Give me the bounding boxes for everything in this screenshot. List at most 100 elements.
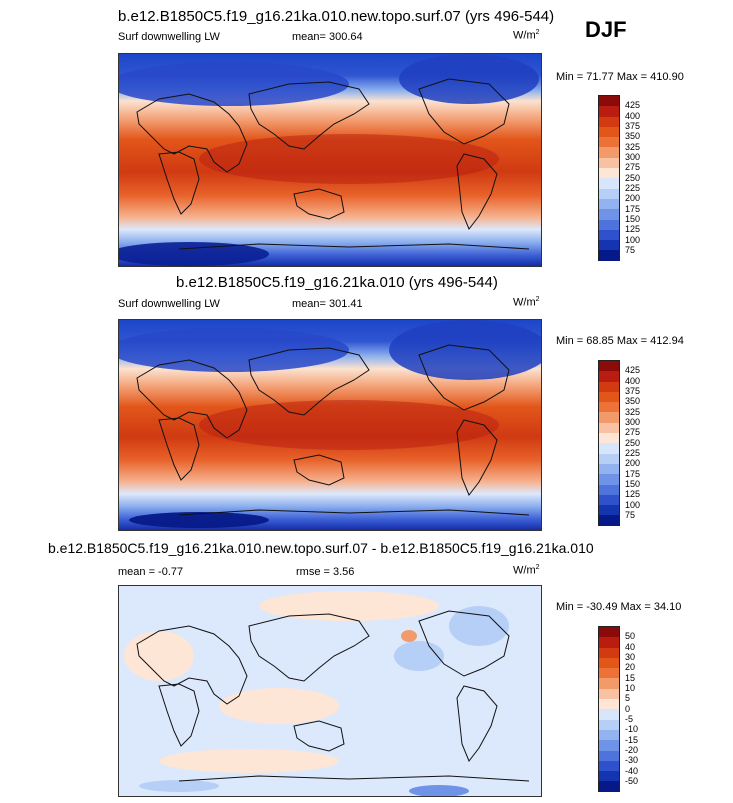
panel2-colorbar-label: 300 [625,417,641,427]
colorbar-swatch [599,443,619,454]
colorbar-swatch [599,219,619,230]
panel3-colorbar [598,626,620,792]
colorbar-swatch [599,402,619,413]
colorbar-swatch [599,484,619,495]
panel3-colorbar-label: -15 [625,735,639,745]
panel3-colorbar-label: 10 [625,683,636,693]
panel1-colorbar-label: 350 [625,131,641,141]
colorbar-swatch [599,505,619,516]
panel3-colorbar-label: 0 [625,704,631,714]
colorbar-swatch [599,699,619,710]
panel1-colorbar-label: 75 [625,245,636,255]
panel3-units: W/m2 [513,564,540,577]
panel1-units: W/m2 [513,29,540,42]
panel3-colorbar-label: -20 [625,745,639,755]
colorbar-swatch [599,515,619,526]
colorbar-swatch [599,760,619,772]
panel2-colorbar-label: 325 [625,407,641,417]
panel2-colorbar-label: 375 [625,386,641,396]
panel3-colorbar-label: 15 [625,673,636,683]
panel2-colorbar-label: 275 [625,427,641,437]
panel1-colorbar-label: 400 [625,111,641,121]
panel3-colorbar-label: 20 [625,662,636,672]
colorbar-swatch [599,229,619,241]
colorbar-swatch [599,137,619,148]
colorbar-swatch [599,668,619,679]
panel1-colorbar-label: 200 [625,193,641,203]
panel1-colorbar [598,95,620,261]
colorbar-swatch [599,178,619,189]
panel1-colorbar-label: 275 [625,162,641,172]
panel1-colorbar-label: 125 [625,224,641,234]
panel1-colorbar-label: 425 [625,100,641,110]
panel1-variable: Surf downwelling LW [118,31,220,43]
colorbar-swatch [599,147,619,158]
panel1-colorbar-label: 375 [625,121,641,131]
panel2-title: b.e12.B1850C5.f19_g16.21ka.010 (yrs 496-… [176,274,498,291]
panel3-colorbar-label: 5 [625,693,631,703]
panel2-mean: mean= 301.41 [292,298,363,310]
panel2-minmax: Min = 68.85 Max = 412.94 [556,335,684,347]
colorbar-swatch [599,647,619,658]
colorbar-swatch [599,412,619,423]
panel2-colorbar [598,360,620,526]
colorbar-swatch [599,433,619,444]
colorbar-swatch [599,750,619,761]
panel2-colorbar-label: 100 [625,500,641,510]
colorbar-swatch [599,209,619,220]
panel1-map-field [119,54,541,266]
colorbar-swatch [599,688,619,700]
panel1-colorbar-label: 150 [625,214,641,224]
colorbar-swatch [599,627,619,638]
colorbar-swatch [599,361,619,372]
panel3-colorbar-label: 30 [625,652,636,662]
panel3-map-field [119,586,541,796]
colorbar-swatch [599,678,619,689]
colorbar-swatch [599,657,619,669]
colorbar-swatch [599,381,619,392]
panel2-colorbar-label: 400 [625,376,641,386]
panel1-colorbar-label: 175 [625,204,641,214]
colorbar-swatch [599,391,619,403]
colorbar-swatch [599,422,619,434]
panel1-map [118,53,542,267]
panel3-colorbar-label: -5 [625,714,634,724]
panel3-mean: mean = -0.77 [118,566,184,578]
panel2-colorbar-label: 225 [625,448,641,458]
panel2-colorbar-label: 125 [625,489,641,499]
colorbar-swatch [599,188,619,199]
panel3-colorbar-label: -10 [625,724,639,734]
panel1-mean: mean= 300.64 [292,31,363,43]
panel2-colorbar-label: 175 [625,469,641,479]
panel2-colorbar-label: 425 [625,365,641,375]
colorbar-swatch [599,781,619,792]
panel1-colorbar-label: 100 [625,235,641,245]
colorbar-swatch [599,240,619,251]
colorbar-swatch [599,96,619,107]
panel1-colorbar-label: 250 [625,173,641,183]
colorbar-swatch [599,198,619,210]
panel3-minmax: Min = -30.49 Max = 34.10 [556,601,682,613]
colorbar-swatch [599,126,619,138]
colorbar-swatch [599,250,619,261]
season-label: DJF [585,17,627,42]
panel3-title: b.e12.B1850C5.f19_g16.21ka.010.new.topo.… [48,540,594,556]
panel2-units: W/m2 [513,296,540,309]
panel3-map [118,585,542,797]
panel1-colorbar-label: 300 [625,152,641,162]
panel2-variable: Surf downwelling LW [118,298,220,310]
panel2-map [118,319,542,531]
colorbar-swatch [599,106,619,117]
colorbar-swatch [599,771,619,782]
panel3-colorbar-label: -30 [625,755,639,765]
panel3-colorbar-label: -50 [625,776,639,786]
panel2-colorbar-label: 150 [625,479,641,489]
panel2-colorbar-label: 350 [625,396,641,406]
panel3-colorbar-label: -40 [625,766,639,776]
colorbar-swatch [599,157,619,169]
panel2-map-field [119,320,541,530]
colorbar-swatch [599,494,619,506]
panel1-minmax: Min = 71.77 Max = 410.90 [556,71,684,83]
colorbar-swatch [599,637,619,648]
colorbar-swatch [599,474,619,485]
